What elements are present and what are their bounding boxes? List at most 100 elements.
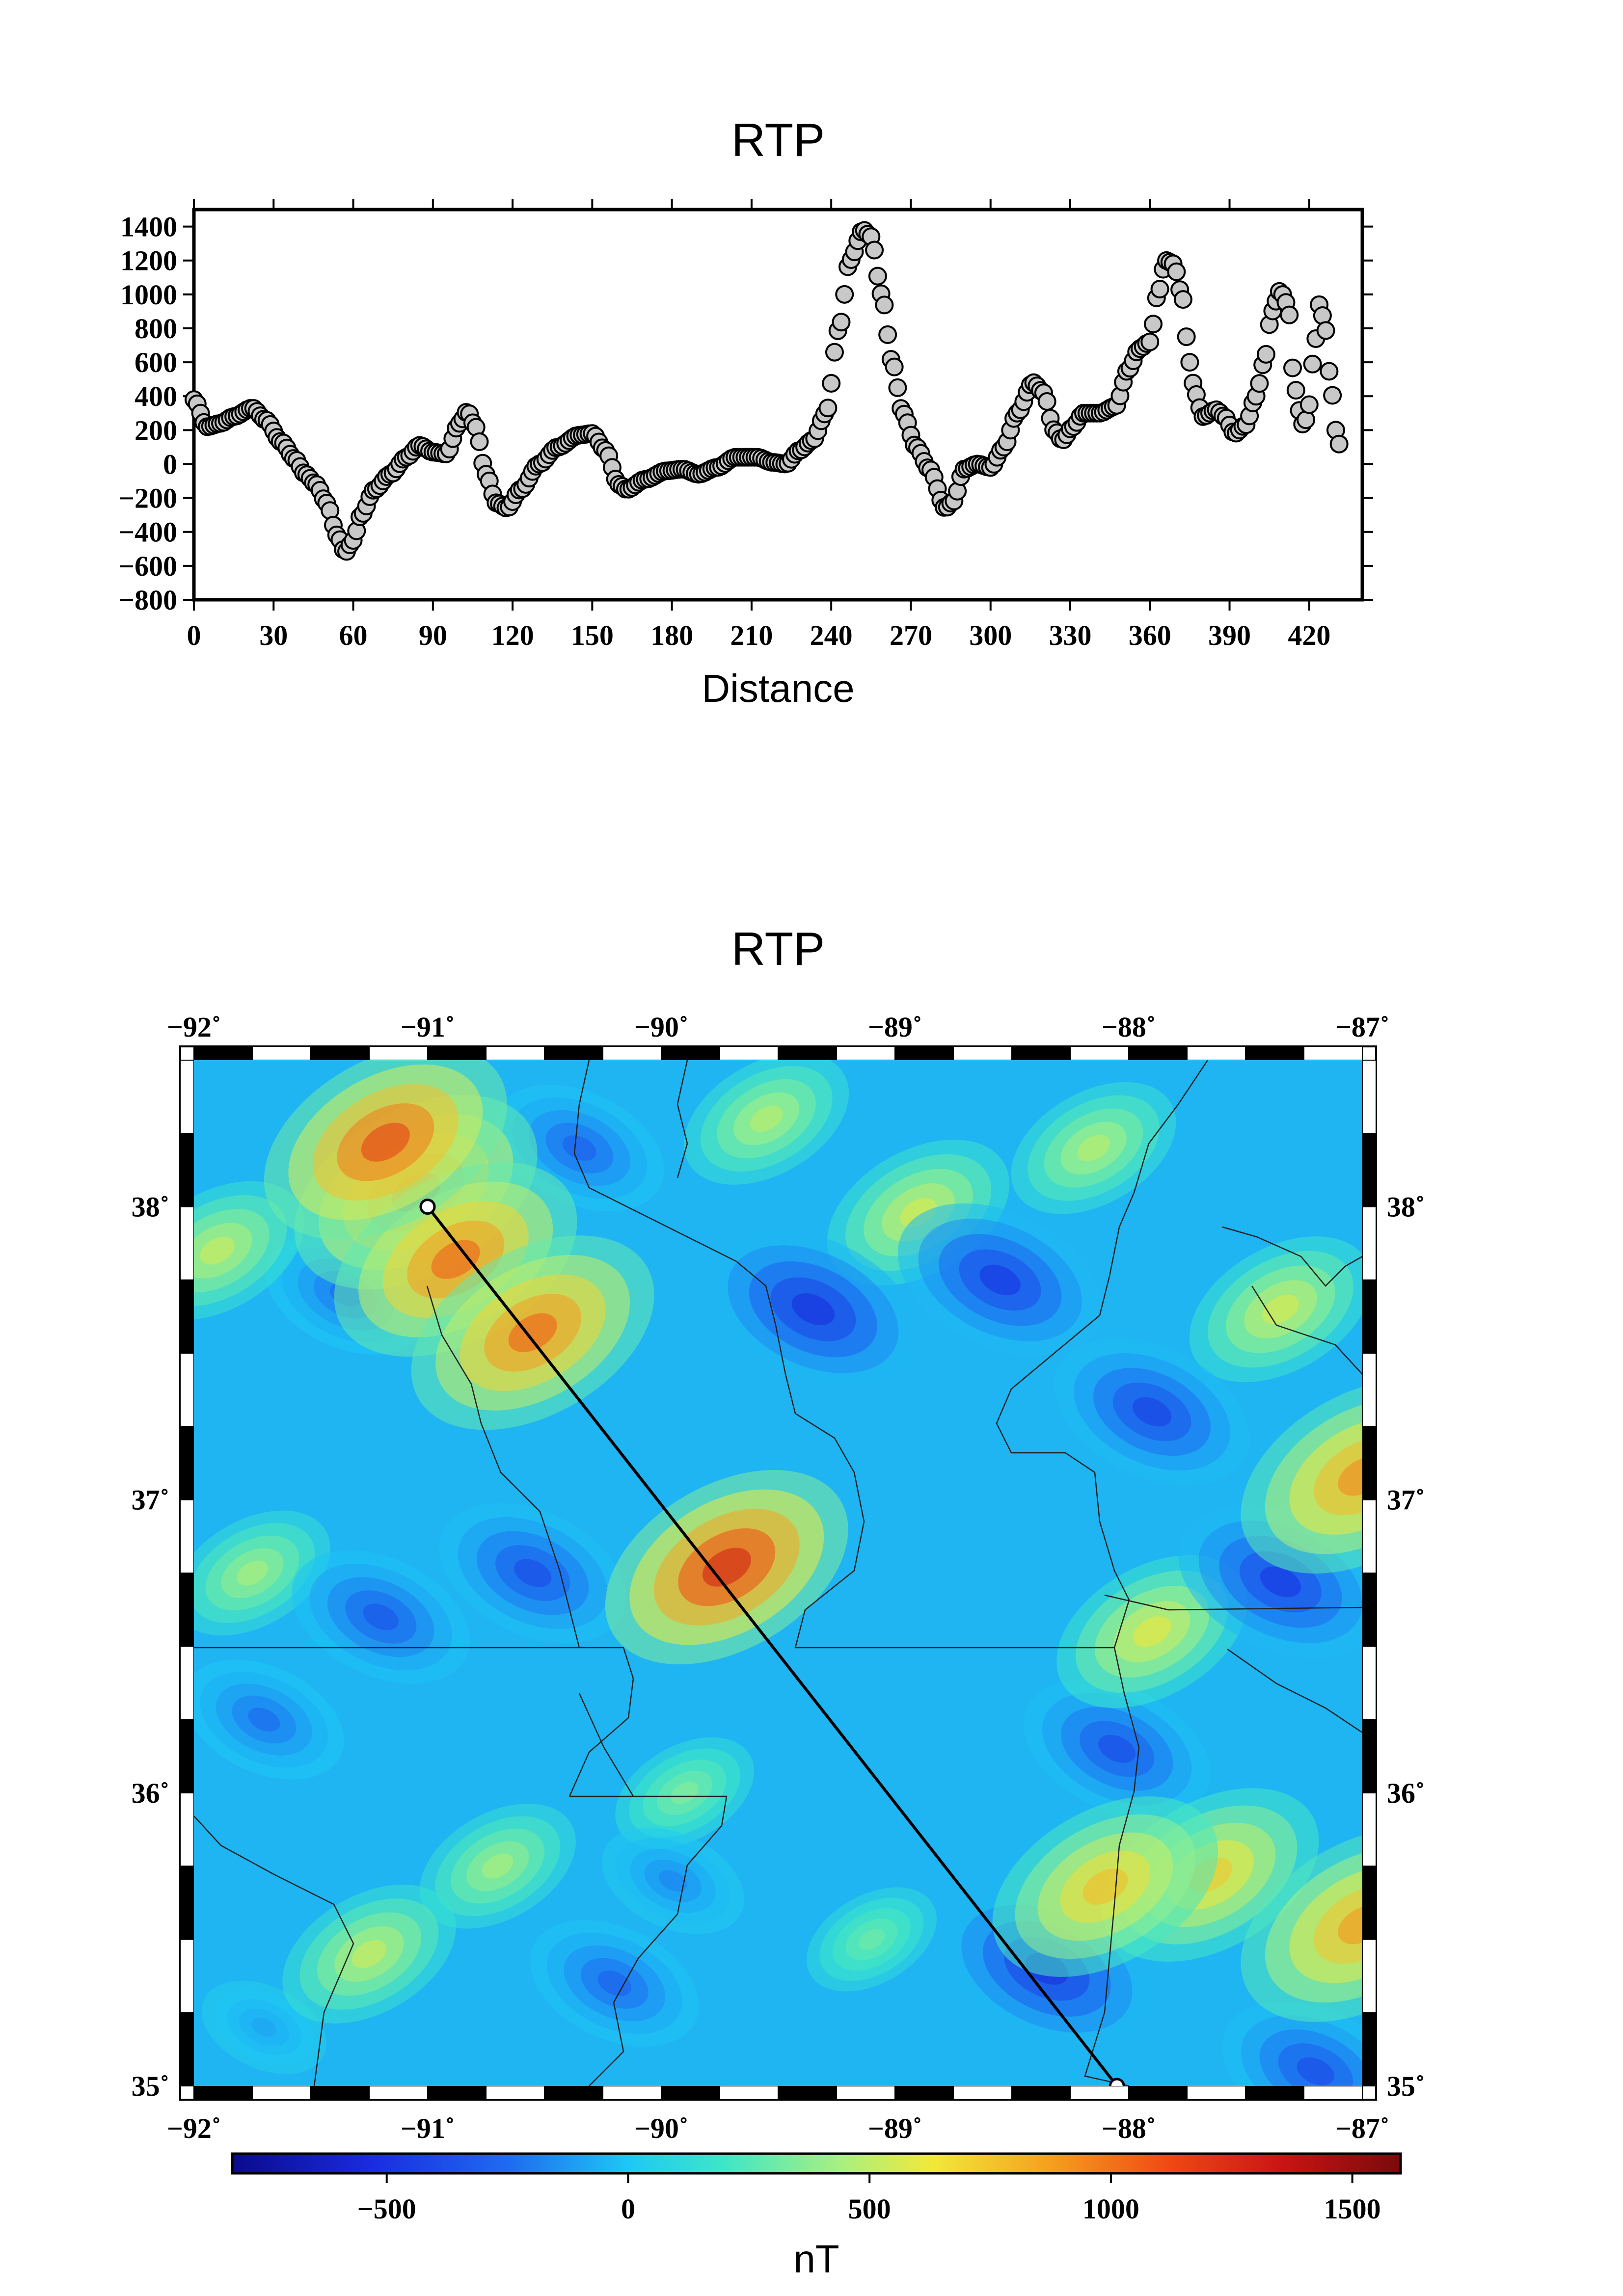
positive-anomaly <box>702 1548 751 1587</box>
x-tick-label: 210 <box>730 619 773 651</box>
frame-segment-top <box>1303 1046 1363 1061</box>
colorbar-tick-label: −500 <box>357 2193 416 2225</box>
frame-segment-top <box>193 1046 253 1061</box>
x-tick-label: 420 <box>1288 619 1330 651</box>
profile-point <box>1316 321 1335 340</box>
positive-anomaly <box>237 1560 268 1586</box>
frame-segment-top <box>486 1046 545 1061</box>
frame-segment-right <box>1362 1719 1377 1793</box>
frame-segment-left <box>180 1206 194 1281</box>
frame-segment-top <box>602 1046 662 1061</box>
arkansas-river <box>194 1815 354 2086</box>
longitude-label-bottom: −89˚ <box>868 2112 922 2144</box>
profile-point <box>1329 434 1349 454</box>
frame-segment-top <box>1245 1046 1304 1061</box>
positive-anomaly <box>431 1240 480 1279</box>
frame-segment-bottom <box>894 2085 954 2100</box>
longitude-label-top: −87˚ <box>1335 1011 1389 1043</box>
frame-segment-bottom <box>486 2085 545 2100</box>
frame-segment-top <box>894 1046 954 1061</box>
mississippi-river <box>573 1060 1114 1649</box>
wabash-river <box>1222 1226 1362 1287</box>
frame-segment-top <box>544 1046 603 1061</box>
profile-point <box>1286 381 1305 400</box>
frame-segment-top <box>953 1046 1012 1061</box>
map-boundaries <box>194 1060 1362 2086</box>
profile-start-marker <box>419 1199 436 1215</box>
profile-point <box>1283 358 1302 377</box>
latitude-label-left: 35˚ <box>132 2070 169 2102</box>
frame-segment-right <box>1362 1573 1377 1647</box>
frame-segment-top <box>836 1046 895 1061</box>
latitude-label-left: 37˚ <box>132 1484 169 1516</box>
frame-segment-bottom <box>1070 2085 1129 2100</box>
frame-segment-right <box>1362 1939 1377 2013</box>
y-tick-label: 800 <box>135 313 177 345</box>
missouri-boundary <box>426 1285 580 1648</box>
frame-segment-top <box>427 1046 487 1061</box>
frame-segment-right <box>1362 2012 1377 2087</box>
x-tick-label: 330 <box>1049 619 1092 651</box>
y-tick-label: 1400 <box>120 211 177 243</box>
profile-point <box>1177 327 1196 347</box>
positive-anomaly <box>858 1929 885 1950</box>
y-tick-label: 1200 <box>120 245 177 277</box>
frame-segment-right <box>1362 1133 1377 1207</box>
map-title: RTP <box>731 923 825 975</box>
frame-segment-bottom <box>836 2085 895 2100</box>
x-tick-label: 0 <box>187 619 201 651</box>
positive-anomaly <box>671 1782 699 1804</box>
profile-point <box>1256 345 1275 364</box>
profile-point <box>1037 392 1056 411</box>
positive-anomaly <box>1314 1886 1362 1964</box>
frame-segment-right <box>1362 1279 1377 1354</box>
colorbar: −500 0 500 1000 1500 nT <box>231 2152 1402 2281</box>
frame-segment-right <box>1362 1206 1377 1281</box>
frame-segment-bottom <box>310 2085 370 2100</box>
frame-segment-left <box>180 1792 194 1867</box>
profile-x-axis-label: Distance <box>702 667 854 710</box>
frame-segment-left <box>180 1719 194 1793</box>
y-tick-label: 1000 <box>120 279 177 311</box>
frame-segment-left <box>180 1353 194 1427</box>
map-figure: RTP <box>132 923 1425 2144</box>
profile-point <box>822 374 841 393</box>
frame-segment-bottom <box>778 2085 837 2100</box>
negative-anomaly <box>248 1708 280 1732</box>
positive-anomaly <box>361 1122 410 1162</box>
negative-anomaly <box>251 2018 277 2037</box>
frame-segment-top <box>310 1046 370 1061</box>
longitude-label-top: −88˚ <box>1102 1011 1156 1043</box>
y-tick-label: −600 <box>118 550 177 582</box>
profile-point <box>1303 354 1322 374</box>
positive-anomaly <box>352 1940 387 1968</box>
illinois-border <box>676 1060 688 1178</box>
profile-point <box>1280 305 1299 324</box>
colorbar-tick-label: 500 <box>848 2193 891 2225</box>
longitude-label-top: −91˚ <box>401 1011 455 1043</box>
frame-segment-left <box>180 1573 194 1647</box>
negative-anomaly <box>1260 1566 1301 1598</box>
frame-segment-left <box>180 1279 194 1354</box>
positive-anomaly <box>750 1105 783 1132</box>
profile-chart: RTP 0 30 60 90 120 150 180 210 240 270 300 330 360 39… <box>118 114 1373 710</box>
frame-segment-bottom <box>369 2085 428 2100</box>
longitude-label-bottom: −90˚ <box>634 2112 688 2144</box>
negative-anomaly <box>1132 1397 1172 1427</box>
frame-segment-bottom <box>1245 2085 1304 2100</box>
positive-anomaly <box>1077 1135 1110 1162</box>
longitude-label-bottom: −91˚ <box>401 2112 455 2144</box>
frame-segment-bottom <box>1303 2085 1363 2100</box>
x-tick-label: 240 <box>810 619 853 651</box>
profile-point <box>1140 332 1160 351</box>
negative-anomaly <box>979 1264 1021 1296</box>
frame-segment-right <box>1362 1792 1377 1867</box>
y-tick-label: 0 <box>163 448 177 480</box>
frame-segment-top <box>1187 1046 1246 1061</box>
profile-point <box>1173 290 1192 309</box>
positive-anomaly <box>200 1236 235 1265</box>
frame-segment-left <box>180 1426 194 1500</box>
frame-segment-bottom <box>1187 2085 1246 2100</box>
latitude-label-right: 38˚ <box>1387 1191 1425 1223</box>
